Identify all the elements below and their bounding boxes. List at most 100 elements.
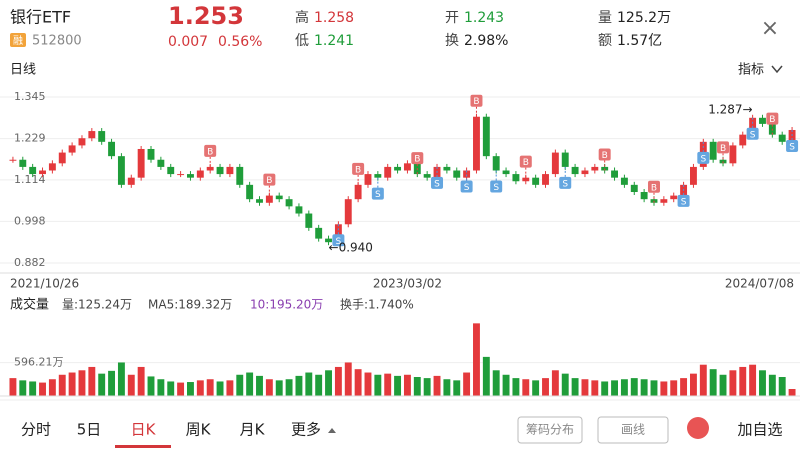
- signal-label: B: [207, 147, 213, 157]
- candle: [226, 166, 234, 175]
- volume-bar: [295, 375, 303, 396]
- signal-badge: [766, 112, 779, 125]
- candle: [532, 177, 540, 185]
- candle: [305, 213, 313, 228]
- candle: [670, 195, 678, 200]
- candle: [739, 134, 747, 146]
- y-tick-label: 0.998: [14, 214, 46, 227]
- volume-bar: [650, 380, 658, 396]
- volume-bar: [334, 366, 342, 396]
- volume-bar: [265, 379, 273, 396]
- volume-bar: [463, 372, 471, 396]
- volume-bar: [167, 381, 175, 396]
- candle: [354, 184, 362, 200]
- signal-label: S: [336, 237, 342, 247]
- tab: 月K: [240, 421, 266, 439]
- signal-label: B: [414, 155, 420, 165]
- signal-label: B: [355, 165, 361, 175]
- volume-bar: [778, 377, 786, 396]
- signal-badge: [647, 180, 660, 193]
- volume-bar: [364, 372, 372, 396]
- signal-label: S: [789, 142, 795, 152]
- x-tick-label: 2024/07/08: [725, 277, 794, 291]
- volume-bar: [19, 380, 27, 396]
- signal-badge: [204, 144, 217, 157]
- draw-button[interactable]: 画线: [621, 423, 645, 437]
- tab: 分时: [21, 421, 51, 439]
- signal-badge: [697, 151, 710, 164]
- candle: [689, 166, 697, 185]
- signal-badge: [677, 194, 690, 207]
- watch-button[interactable]: 加自选: [737, 421, 782, 439]
- signal-label: S: [700, 154, 706, 164]
- label: 量: [598, 10, 612, 26]
- value: 1.57亿: [617, 33, 662, 49]
- candle: [620, 177, 628, 185]
- candle: [236, 166, 244, 185]
- candle: [551, 152, 559, 175]
- volume-bar: [522, 379, 530, 396]
- volume-bar: [88, 366, 96, 396]
- candle: [108, 141, 116, 157]
- signal-badge: [717, 141, 730, 154]
- button-frame: [517, 416, 583, 444]
- indicator-button[interactable]: 指标: [738, 63, 764, 78]
- volume-stat: 换手:1.740%: [340, 298, 414, 312]
- signal-label: B: [523, 158, 529, 168]
- dropdown-icon: [771, 65, 783, 74]
- candle: [630, 184, 638, 193]
- volume-bar: [788, 389, 796, 396]
- price-annotation: ←0.940: [329, 241, 373, 255]
- signal-label: S: [681, 197, 687, 207]
- label: 换: [445, 32, 459, 49]
- volume-bar: [39, 382, 46, 396]
- candle: [492, 156, 500, 171]
- volume-bar: [48, 379, 56, 396]
- volume-bar: [512, 378, 520, 396]
- signal-badge: [559, 176, 572, 189]
- candle: [285, 199, 293, 207]
- candle: [403, 163, 411, 171]
- label: 额: [598, 33, 612, 49]
- candle: [187, 174, 194, 178]
- volume-bar: [620, 379, 628, 396]
- candle: [48, 163, 56, 171]
- candle: [571, 166, 579, 175]
- candle: [58, 152, 66, 164]
- candle: [611, 170, 618, 178]
- candle: [315, 227, 323, 239]
- candle: [117, 156, 125, 185]
- volume-bar: [344, 362, 352, 396]
- volume-bar: [768, 374, 776, 396]
- candle: [147, 148, 155, 160]
- change: 0.007: [168, 34, 208, 50]
- volume-bar: [236, 374, 244, 396]
- volume-stat: 量:125.24万: [62, 298, 132, 312]
- candle: [265, 195, 273, 203]
- signal-label: B: [769, 115, 775, 125]
- y-tick-label: 1.114: [14, 173, 46, 186]
- candle: [453, 170, 461, 178]
- candle: [502, 170, 510, 175]
- volume-bar: [315, 374, 323, 396]
- volume-bar: [749, 364, 757, 396]
- volume-bar: [403, 374, 411, 396]
- volume-bar: [196, 380, 204, 396]
- candle: [660, 199, 668, 203]
- label: 低: [295, 33, 309, 49]
- volume-bar: [68, 372, 76, 396]
- volume-bar: [187, 382, 194, 396]
- candle: [581, 170, 589, 175]
- stock-name: 银行ETF: [10, 8, 71, 27]
- volume-bar: [670, 380, 678, 396]
- candle: [9, 159, 17, 161]
- volume-bar: [325, 370, 332, 396]
- close-button[interactable]: ×: [761, 16, 779, 41]
- chip-button[interactable]: 筹码分布: [526, 423, 574, 437]
- volume-bar: [591, 380, 599, 396]
- candle: [423, 174, 431, 178]
- candle: [778, 134, 786, 142]
- label: 高: [295, 9, 309, 26]
- signal-badge: [470, 94, 483, 107]
- volume-bar: [689, 373, 697, 396]
